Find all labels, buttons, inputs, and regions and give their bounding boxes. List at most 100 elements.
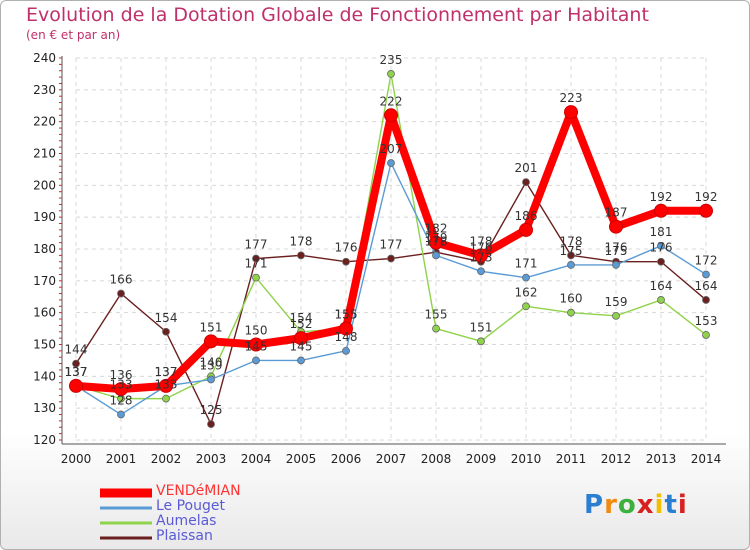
data-label: 178 xyxy=(470,234,493,248)
data-label: 137 xyxy=(155,365,178,379)
y-tick-label: 240 xyxy=(33,51,56,65)
data-label: 136 xyxy=(110,368,133,382)
data-point xyxy=(432,251,440,260)
data-point xyxy=(519,222,533,237)
data-point xyxy=(69,378,83,393)
x-tick-label: 2004 xyxy=(241,452,272,466)
data-point xyxy=(567,251,575,260)
data-point xyxy=(72,359,80,368)
data-point xyxy=(429,235,443,250)
data-point xyxy=(117,289,125,298)
data-label: 176 xyxy=(335,241,358,255)
logo-letter: i xyxy=(654,490,665,520)
x-tick-label: 2005 xyxy=(286,452,317,466)
data-label: 125 xyxy=(200,403,223,417)
data-point xyxy=(567,261,575,269)
legend-swatch xyxy=(100,488,152,498)
legend-label: Plaissan xyxy=(156,528,213,544)
data-label: 145 xyxy=(290,339,313,353)
x-tick-label: 2008 xyxy=(421,452,452,466)
data-point xyxy=(342,257,350,266)
logo-letter: P xyxy=(584,490,605,520)
data-label: 186 xyxy=(515,209,538,223)
data-point xyxy=(477,267,485,276)
data-label: 151 xyxy=(200,320,223,334)
x-tick-label: 2002 xyxy=(151,452,182,466)
data-label: 153 xyxy=(695,314,718,328)
data-label: 145 xyxy=(245,339,268,353)
data-label: 137 xyxy=(65,365,88,379)
data-point xyxy=(567,308,575,317)
data-point xyxy=(297,251,305,260)
data-label: 151 xyxy=(470,320,493,334)
data-point xyxy=(522,178,530,187)
legend-label: Le Pouget xyxy=(156,498,225,514)
data-point xyxy=(657,296,665,304)
data-label: 175 xyxy=(560,244,583,258)
y-tick-label: 200 xyxy=(33,178,56,192)
data-point xyxy=(477,337,485,346)
data-label: 187 xyxy=(605,206,628,220)
data-point xyxy=(474,248,488,263)
data-label: 154 xyxy=(290,311,313,325)
data-point xyxy=(207,420,215,428)
data-point xyxy=(297,356,305,365)
data-point xyxy=(522,273,530,282)
data-label: 173 xyxy=(470,250,493,264)
data-point xyxy=(159,378,173,393)
data-point xyxy=(387,70,395,78)
data-label: 137 xyxy=(65,365,88,379)
data-point xyxy=(702,270,710,279)
data-label: 171 xyxy=(245,257,268,271)
x-tick-label: 2000 xyxy=(61,452,92,466)
data-point xyxy=(249,337,263,352)
data-label: 176 xyxy=(605,241,628,255)
data-point xyxy=(384,108,398,123)
chart-subtitle: (en € et par an) xyxy=(26,28,121,42)
data-label: 155 xyxy=(335,308,358,322)
x-tick-label: 2011 xyxy=(556,452,587,466)
data-label: 171 xyxy=(515,257,538,271)
data-label: 182 xyxy=(425,222,448,236)
x-tick-label: 2014 xyxy=(691,452,722,466)
x-tick-label: 2001 xyxy=(106,452,137,466)
data-label: 172 xyxy=(695,253,718,267)
logo-letter: i xyxy=(677,490,688,520)
data-point xyxy=(252,273,260,282)
data-label: 154 xyxy=(155,311,178,325)
y-tick-label: 180 xyxy=(33,242,56,256)
data-label: 166 xyxy=(110,273,133,287)
data-label: 164 xyxy=(650,279,673,293)
legend-swatch xyxy=(100,506,152,510)
data-point xyxy=(609,219,623,234)
x-tick-label: 2006 xyxy=(331,452,362,466)
data-point xyxy=(657,241,665,250)
data-point xyxy=(432,324,440,333)
x-tick-label: 2009 xyxy=(466,452,497,466)
data-label: 137 xyxy=(155,365,178,379)
data-label: 192 xyxy=(695,190,718,204)
data-point xyxy=(657,257,665,266)
data-label: 175 xyxy=(605,244,628,258)
data-label: 176 xyxy=(650,241,673,255)
x-tick-label: 2003 xyxy=(196,452,227,466)
data-point xyxy=(387,254,395,263)
x-tick-label: 2012 xyxy=(601,452,632,466)
y-tick-label: 130 xyxy=(33,401,56,415)
data-label: 140 xyxy=(200,355,223,369)
data-label: 164 xyxy=(695,279,718,293)
chart-title: Evolution de la Dotation Globale de Fonc… xyxy=(26,4,649,26)
data-label: 207 xyxy=(380,142,403,156)
data-label: 176 xyxy=(470,241,493,255)
data-point xyxy=(114,382,128,397)
data-point xyxy=(252,356,260,365)
y-tick-label: 170 xyxy=(33,274,56,288)
x-tick-label: 2010 xyxy=(511,452,542,466)
data-label: 139 xyxy=(200,359,223,373)
data-label: 223 xyxy=(560,91,583,105)
legend-label: Aumelas xyxy=(156,513,217,529)
data-point xyxy=(342,346,350,355)
data-label: 177 xyxy=(245,238,268,252)
